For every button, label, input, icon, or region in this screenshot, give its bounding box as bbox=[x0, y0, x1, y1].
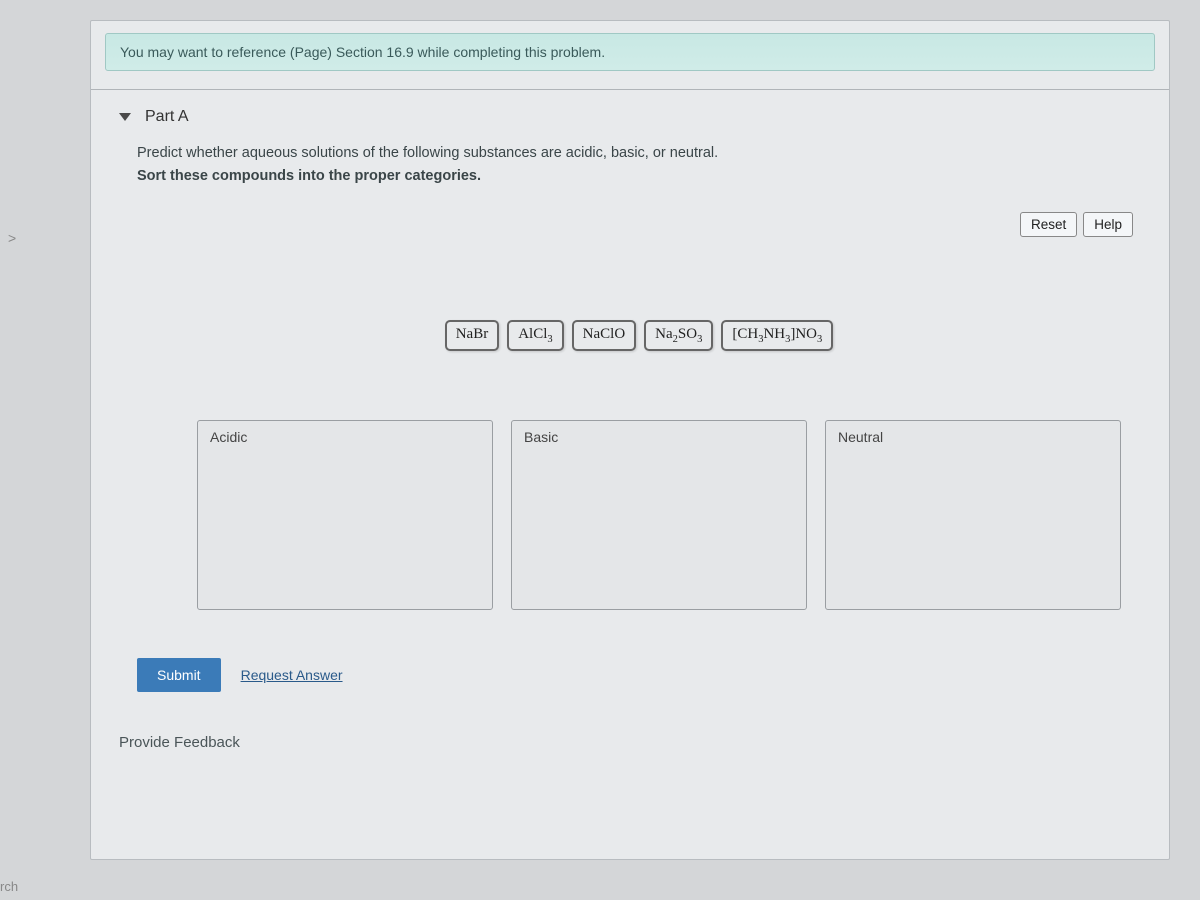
bin-acidic[interactable]: Acidic bbox=[197, 420, 493, 610]
bin-label: Neutral bbox=[838, 429, 883, 445]
bin-basic[interactable]: Basic bbox=[511, 420, 807, 610]
bin-label: Basic bbox=[524, 429, 558, 445]
compound-tile[interactable]: NaBr bbox=[445, 320, 500, 351]
part-header[interactable]: Part A bbox=[91, 90, 1169, 136]
provide-feedback-link[interactable]: Provide Feedback bbox=[119, 734, 1169, 751]
submit-row: Submit Request Answer bbox=[137, 658, 1169, 692]
sorting-workspace: Reset Help NaBr AlCl3 NaClO Na2SO3 [CH3N… bbox=[137, 210, 1141, 640]
submit-button[interactable]: Submit bbox=[137, 658, 221, 692]
compound-tile[interactable]: NaClO bbox=[572, 320, 637, 351]
instruction-line-1: Predict whether aqueous solutions of the… bbox=[137, 142, 1123, 165]
bins-row: Acidic Basic Neutral bbox=[197, 420, 1121, 610]
bin-label: Acidic bbox=[210, 429, 247, 445]
reset-button[interactable]: Reset bbox=[1020, 212, 1077, 237]
bottom-label: rch bbox=[0, 879, 18, 894]
compound-tile[interactable]: AlCl3 bbox=[507, 320, 563, 351]
compounds-row: NaBr AlCl3 NaClO Na2SO3 [CH3NH3]NO3 bbox=[137, 320, 1141, 351]
compound-tile[interactable]: [CH3NH3]NO3 bbox=[721, 320, 833, 351]
compound-tile[interactable]: Na2SO3 bbox=[644, 320, 713, 351]
bin-neutral[interactable]: Neutral bbox=[825, 420, 1121, 610]
collapse-triangle-icon bbox=[119, 113, 131, 121]
problem-panel: You may want to reference (Page) Section… bbox=[90, 20, 1170, 860]
part-title: Part A bbox=[145, 108, 189, 126]
reference-banner: You may want to reference (Page) Section… bbox=[105, 33, 1155, 71]
request-answer-link[interactable]: Request Answer bbox=[241, 667, 343, 683]
workspace-buttons: Reset Help bbox=[1020, 212, 1133, 237]
instructions: Predict whether aqueous solutions of the… bbox=[91, 136, 1169, 192]
instruction-line-2: Sort these compounds into the proper cat… bbox=[137, 165, 1123, 188]
help-button[interactable]: Help bbox=[1083, 212, 1133, 237]
expand-hint[interactable]: > bbox=[8, 230, 16, 246]
